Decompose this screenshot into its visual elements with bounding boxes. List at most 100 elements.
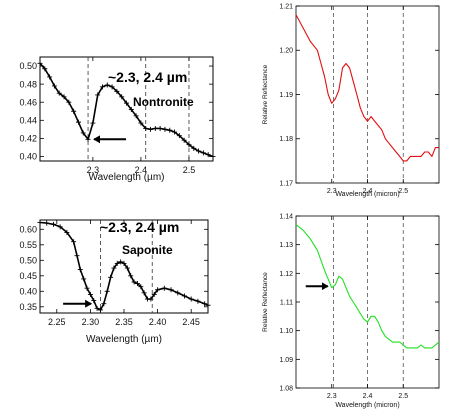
data-point [131, 279, 137, 285]
x-tick-label: 2.40 [149, 317, 167, 327]
data-point [114, 88, 120, 94]
y-tick-label: 1.12 [279, 271, 293, 278]
y-tick-label: 1.20 [279, 48, 293, 55]
data-point [66, 99, 72, 105]
x-tick-label: 2.4 [363, 188, 373, 195]
data-point [97, 307, 103, 313]
data-point [200, 150, 206, 156]
series-line [39, 221, 209, 311]
absorption-annotation: ~2.3, 2.4 µm [108, 69, 187, 85]
x-axis-label: Wavelength (micron) [335, 402, 399, 409]
y-tick-label: 0.44 [19, 115, 37, 125]
y-tick-label: 0.42 [19, 134, 37, 144]
data-point [155, 287, 161, 293]
data-point [71, 239, 77, 245]
y-tick-label: 0.60 [19, 224, 37, 234]
data-point [133, 113, 139, 119]
data-point [99, 84, 105, 90]
absorption-annotation: ~2.3, 2.4 µm [100, 219, 179, 235]
x-axis-label: Wavelength (µm) [86, 334, 162, 345]
chart-panel-crism-red: 2.3 2.4 2.5 1.17 1.18 1.19 1.20 1.21 Wavelength … [262, 3, 440, 198]
data-point [95, 92, 101, 98]
data-point [50, 221, 56, 227]
data-point [84, 285, 90, 291]
data-point [138, 284, 144, 290]
data-point [81, 276, 87, 282]
y-tick-label: 0.45 [19, 271, 37, 281]
x-tick-label: 2.3 [327, 188, 337, 195]
y-tick-label: 0.46 [19, 97, 37, 107]
data-point [202, 301, 208, 307]
data-point [47, 74, 53, 80]
y-tick-label: 0.35 [19, 302, 37, 312]
y-tick-label: 0.50 [19, 255, 37, 265]
data-point [141, 290, 147, 296]
chart-panel-crism-green: 2.3 2.4 2.5 1.08 1.09 1.10 1.11 1.12 1.13 1.14 Wav… [262, 213, 440, 409]
y-tick-label: 0.55 [19, 240, 37, 250]
data-point [118, 259, 124, 265]
plot-frame [39, 56, 214, 162]
data-point [119, 94, 125, 100]
data-point [64, 229, 70, 235]
x-tick-label: 2.3 [327, 393, 337, 400]
data-point [71, 108, 77, 114]
x-tick-label: 2.30 [82, 317, 100, 327]
data-point [196, 148, 202, 154]
data-point [148, 296, 154, 302]
series-line [295, 224, 440, 349]
data-point [44, 220, 50, 226]
data-point [205, 152, 211, 158]
data-point [111, 265, 117, 271]
data-point [124, 100, 129, 106]
data-point [128, 273, 134, 279]
data-point [109, 84, 115, 90]
chart-panel-nontronite-lab: 2.3 2.4 2.5 0.40 0.42 0.44 0.46 0.48 0.50 Wavelen… [19, 56, 216, 183]
mineral-label: Saponite [122, 243, 173, 257]
y-tick-label: 0.40 [19, 286, 37, 296]
data-point [172, 129, 178, 135]
data-point [104, 82, 110, 88]
y-tick-label: 1.10 [279, 328, 293, 335]
data-point [191, 145, 197, 151]
data-point [108, 274, 114, 280]
data-point [205, 302, 211, 308]
y-tick-label: 1.13 [279, 242, 293, 249]
data-point [42, 66, 48, 72]
data-point [210, 153, 216, 159]
data-point [188, 296, 194, 302]
x-axis-label: Wavelength (micron) [335, 191, 399, 198]
data-point [90, 120, 96, 126]
data-point [162, 126, 168, 132]
data-point [143, 125, 149, 131]
x-tick-label: 2.5 [398, 393, 408, 400]
data-point [176, 133, 182, 139]
x-tick-label: 2.35 [115, 317, 133, 327]
data-point [138, 120, 144, 126]
data-point [152, 125, 158, 131]
y-axis-label: Relative Reflectance [262, 64, 269, 124]
data-point [85, 136, 91, 142]
data-point [134, 281, 140, 287]
y-tick-label: 1.14 [279, 213, 293, 220]
data-point [124, 265, 130, 271]
data-point [128, 106, 134, 112]
data-point [181, 137, 187, 143]
data-point [80, 130, 86, 136]
x-tick-label: 2.4 [135, 165, 148, 175]
y-tick-label: 0.50 [19, 61, 37, 71]
data-point [161, 285, 167, 291]
data-point [74, 253, 80, 259]
y-tick-label: 1.19 [279, 92, 293, 99]
data-point [101, 301, 107, 307]
data-point [75, 119, 81, 125]
data-point [87, 291, 93, 297]
data-point [151, 291, 157, 297]
data-point [186, 142, 192, 148]
y-tick-label: 1.09 [279, 357, 293, 364]
mineral-label: Nontronite [133, 95, 194, 109]
data-point [121, 260, 127, 266]
x-tick-label: 2.45 [182, 317, 200, 327]
data-point [77, 267, 83, 273]
y-tick-label: 0.48 [19, 79, 37, 89]
